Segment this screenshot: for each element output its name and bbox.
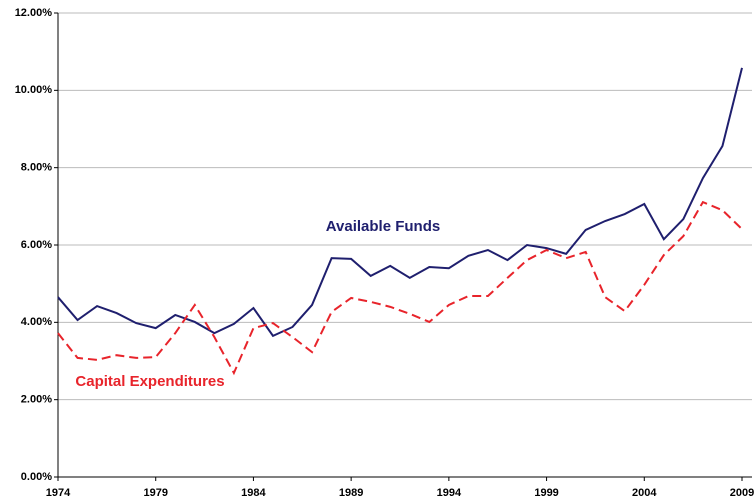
series-label: Available Funds bbox=[326, 218, 440, 235]
y-tick-label: 12.00% bbox=[15, 7, 53, 19]
y-tick-label: 8.00% bbox=[21, 162, 52, 174]
y-tick-label: 4.00% bbox=[21, 316, 52, 328]
x-tick-label: 1999 bbox=[534, 487, 558, 499]
y-tick-label: 2.00% bbox=[21, 394, 52, 406]
x-tick-label: 2004 bbox=[632, 487, 657, 499]
x-tick-label: 1979 bbox=[143, 487, 167, 499]
x-tick-label: 1989 bbox=[339, 487, 363, 499]
x-tick-label: 1974 bbox=[46, 487, 71, 499]
y-tick-label: 6.00% bbox=[21, 239, 52, 251]
x-tick-label: 1994 bbox=[437, 487, 462, 499]
line-series bbox=[57, 67, 743, 338]
series-label: Capital Expenditures bbox=[75, 373, 224, 390]
line-series bbox=[57, 200, 743, 376]
x-tick-label: 1984 bbox=[241, 487, 266, 499]
y-tick-label: 10.00% bbox=[15, 84, 53, 96]
y-tick-label: 0.00% bbox=[21, 471, 52, 483]
x-tick-label: 2009 bbox=[730, 487, 754, 499]
